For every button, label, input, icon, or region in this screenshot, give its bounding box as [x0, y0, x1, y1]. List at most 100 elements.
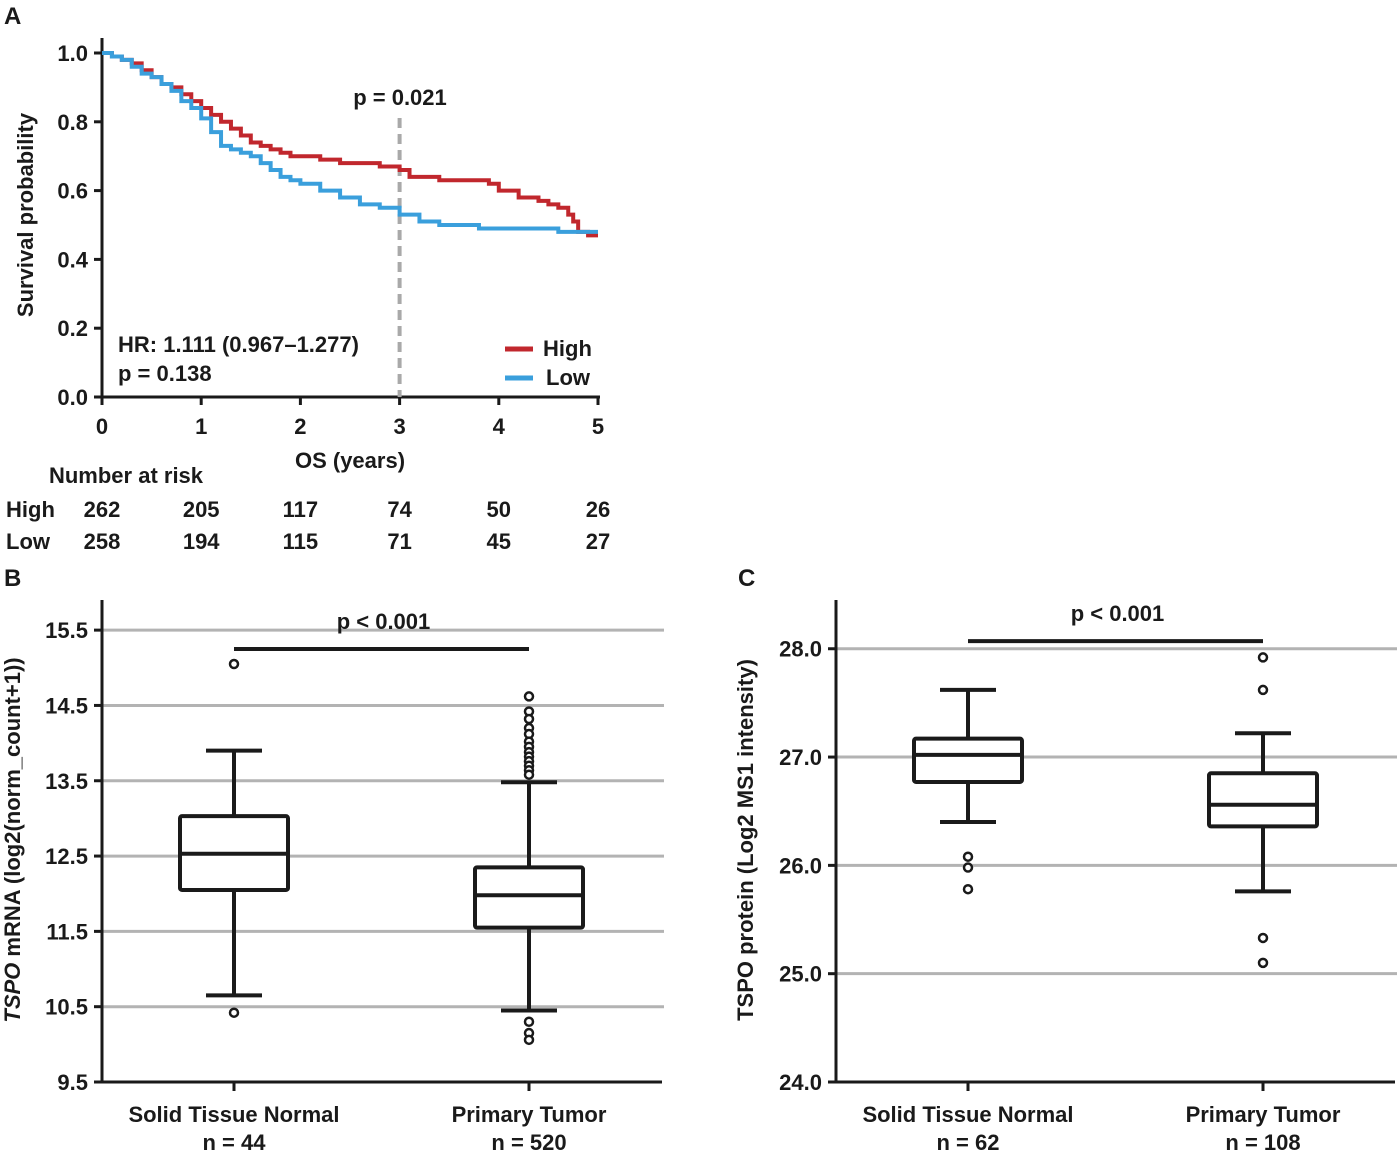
interquartile-box	[912, 736, 1024, 784]
risk-row-label-high: High	[6, 497, 55, 522]
risk-value-high: 262	[84, 497, 121, 522]
panel-c-y-tick-label: 26.0	[779, 853, 822, 878]
interquartile-box	[1207, 771, 1319, 829]
survival-curve-high	[102, 51, 598, 238]
risk-value-low: 27	[586, 529, 610, 554]
risk-value-low: 45	[487, 529, 511, 554]
panel-a-y-tick-label: 0.8	[57, 110, 88, 135]
risk-value-low: 115	[283, 529, 319, 554]
interquartile-box	[473, 865, 585, 930]
risk-value-low: 194	[183, 529, 220, 554]
panel-a-survival-chart: 0.00.20.40.60.81.00 1 2 3 4 5 Survival probab…	[6, 38, 610, 554]
risk-table-title: Number at risk	[49, 463, 204, 488]
category-n-label: n = 62	[937, 1130, 1000, 1151]
panel-b-y-tick-label: 9.5	[57, 1070, 88, 1095]
panel-c-y-tick-label: 27.0	[779, 745, 822, 770]
risk-value-high: 50	[487, 497, 511, 522]
category-label: Primary Tumor	[452, 1102, 607, 1127]
panel-b-y-tick-label: 14.5	[45, 693, 88, 718]
panel-label-a: A	[4, 3, 21, 30]
panel-c-ticks: 24.0 25.0 26.0 27.0 28.0 Solid Tissue Normal n…	[779, 637, 1341, 1151]
panel-a-ticks: 0.0 0.2 0.4 0.6 0.8 1.0 0 1 2 3 4 5	[57, 41, 604, 439]
outlier-point	[1257, 932, 1269, 944]
outlier-point	[1257, 957, 1269, 969]
panel-b-y-tick-label: 11.5	[46, 919, 88, 944]
panel-b-y-tick-label: 12.5	[45, 844, 88, 869]
outlier-point	[523, 1016, 535, 1027]
panel-a-x-tick-label: 4	[493, 414, 506, 439]
significance-p-value: p < 0.001	[1071, 601, 1165, 626]
survival-curve-low	[102, 51, 598, 234]
panel-a-landmark-p-value: p = 0.021	[353, 85, 447, 110]
box-primary-tumor	[1207, 652, 1319, 969]
panel-b-significance: p < 0.001	[234, 609, 529, 651]
outlier-point	[228, 1007, 240, 1018]
panel-a-x-tick-label: 0	[96, 414, 108, 439]
outlier-point	[1257, 652, 1269, 663]
risk-value-high: 74	[387, 497, 412, 522]
category-n-label: n = 108	[1225, 1130, 1300, 1151]
panel-a-y-axis-label: Survival probability	[13, 112, 38, 317]
panel-a-x-tick-label: 1	[195, 414, 207, 439]
category-label: Solid Tissue Normal	[862, 1102, 1073, 1127]
box-solid-tissue-normal	[912, 687, 1024, 895]
box-primary-tumor	[473, 691, 585, 1046]
risk-value-low: 258	[84, 529, 121, 554]
panel-c-y-tick-label: 25.0	[779, 962, 822, 987]
category-label: Primary Tumor	[1186, 1102, 1341, 1127]
box-solid-tissue-normal	[178, 658, 290, 1018]
panel-a-hazard-ratio: HR: 1.111 (0.967–1.277)	[118, 332, 359, 357]
panel-a-y-tick-label: 0.0	[57, 385, 88, 410]
panel-a-logrank-p-value: p = 0.138	[118, 361, 212, 386]
risk-value-high: 117	[283, 497, 319, 522]
risk-table: Number at risk High Low 262 205 117 74 50 262…	[6, 463, 610, 554]
legend-label-low: Low	[546, 365, 591, 390]
panel-b-y-tick-label: 13.5	[45, 769, 88, 794]
panel-c-significance: p < 0.001	[968, 601, 1263, 644]
panel-a-axes	[100, 38, 600, 399]
panel-b-y-label-gene: TSPO	[0, 963, 25, 1023]
panel-a-y-tick-label: 1.0	[57, 41, 88, 66]
panel-c-y-axis-label: TSPO protein (Log2 MS1 intensity)	[733, 659, 758, 1021]
risk-value-low: 71	[387, 529, 411, 554]
outlier-point	[962, 862, 974, 873]
risk-table-values: 262 205 117 74 50 26 258 194 115 71 45 27	[84, 497, 611, 554]
outlier-point	[523, 769, 535, 780]
outlier-point	[523, 691, 535, 702]
panel-a-x-tick-label: 5	[592, 414, 604, 439]
risk-row-label-low: Low	[6, 529, 51, 554]
panel-c-y-tick-label: 28.0	[779, 637, 822, 662]
panel-label-b: B	[4, 565, 21, 592]
panel-b-y-axis-label: TSPO mRNA (log2(norm_count+1))	[0, 657, 25, 1022]
risk-value-high: 205	[183, 497, 220, 522]
outlier-point	[1257, 684, 1269, 696]
panel-c-y-label-text: TSPO protein (Log2 MS1 intensity)	[733, 659, 758, 1021]
panel-a-curves	[102, 51, 598, 238]
outlier-point	[523, 713, 535, 725]
panel-c-y-tick-label: 24.0	[779, 1070, 822, 1095]
outlier-point	[962, 851, 974, 862]
panel-a-x-axis-label: OS (years)	[295, 448, 405, 473]
significance-p-value: p < 0.001	[337, 609, 431, 634]
panel-b-y-tick-label: 15.5	[45, 618, 88, 643]
panel-b-ticks: 9.5 10.5 11.5 12.5 13.5 14.5 15.5 Solid Tissue …	[45, 618, 607, 1151]
panel-a-y-tick-label: 0.6	[57, 179, 88, 204]
legend-label-high: High	[543, 336, 592, 361]
outlier-point	[523, 1034, 535, 1046]
category-n-label: n = 44	[203, 1130, 267, 1151]
panel-b-boxes	[178, 658, 585, 1046]
panel-c-boxes	[912, 652, 1319, 969]
panel-b-y-label-rest: mRNA (log2(norm_count+1))	[0, 657, 25, 962]
panel-a-x-tick-label: 2	[294, 414, 306, 439]
category-n-label: n = 520	[491, 1130, 566, 1151]
outlier-point	[962, 883, 974, 895]
panel-label-c: C	[738, 565, 755, 592]
category-label: Solid Tissue Normal	[128, 1102, 339, 1127]
panel-b-y-tick-label: 10.5	[45, 995, 88, 1020]
panel-a-x-tick-label: 3	[393, 414, 405, 439]
panel-a-y-tick-label: 0.2	[57, 316, 88, 341]
panel-a-y-tick-label: 0.4	[57, 247, 88, 272]
panel-a-legend: High Low	[505, 336, 592, 390]
panel-b-mrna-boxplot: 9.5 10.5 11.5 12.5 13.5 14.5 15.5 Solid Tissue …	[0, 600, 664, 1151]
